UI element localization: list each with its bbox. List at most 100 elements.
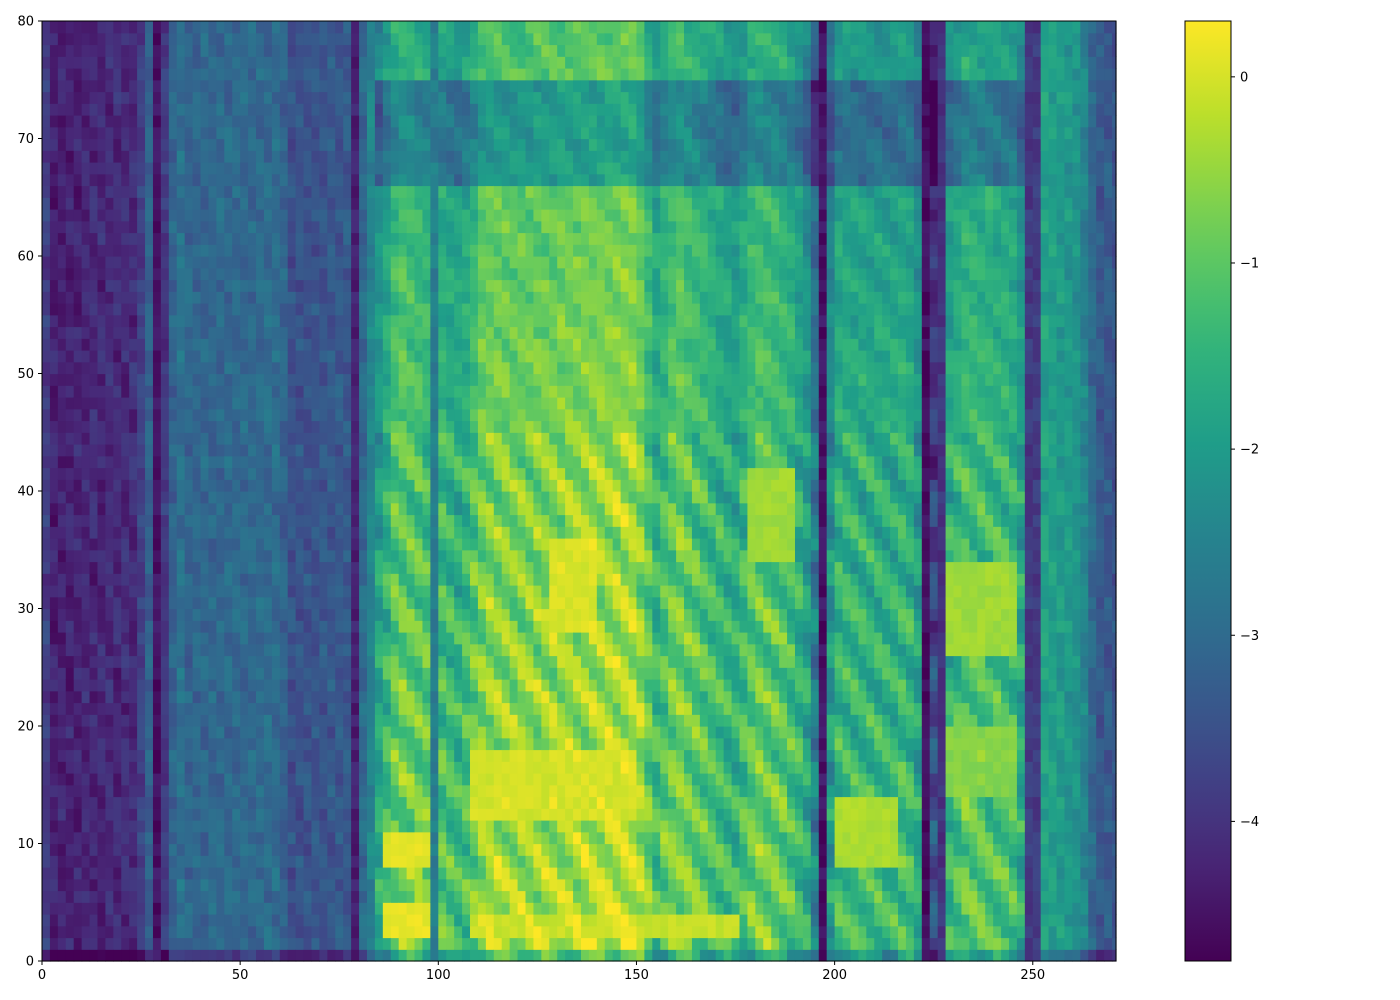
heatmap-cell	[57, 244, 67, 257]
heatmap-cell	[65, 773, 75, 786]
heatmap-cell	[509, 432, 519, 445]
heatmap-cell	[454, 949, 463, 962]
heatmap-cell	[493, 44, 503, 57]
heatmap-cell	[160, 267, 170, 281]
heatmap-cell	[477, 491, 487, 504]
heatmap-cell	[184, 538, 194, 551]
heatmap-cell	[501, 79, 511, 93]
heatmap-cell	[446, 267, 455, 281]
heatmap-cell	[192, 491, 202, 504]
heatmap-cell	[129, 479, 138, 492]
heatmap-cell	[422, 32, 431, 46]
heatmap-cell	[200, 115, 210, 128]
heatmap-cell	[232, 256, 241, 269]
heatmap-cell	[160, 173, 170, 187]
heatmap-cell	[493, 103, 503, 116]
heatmap-cell	[327, 737, 336, 751]
heatmap-cell	[279, 162, 289, 175]
heatmap-cell	[319, 702, 328, 715]
heatmap-cell	[525, 937, 535, 950]
heatmap-cell	[359, 220, 368, 234]
heatmap-cell	[446, 596, 455, 610]
heatmap-cell	[319, 44, 328, 57]
heatmap-cell	[303, 679, 313, 692]
heatmap-cell	[422, 878, 431, 892]
heatmap-cell	[271, 197, 281, 210]
heatmap-cell	[430, 726, 439, 739]
heatmap-cell	[160, 209, 170, 222]
heatmap-cell	[271, 890, 281, 903]
heatmap-cell	[184, 655, 194, 668]
heatmap-cell	[73, 408, 83, 422]
heatmap-cell	[382, 526, 392, 539]
heatmap-cell	[327, 420, 336, 433]
heatmap-cell	[232, 643, 241, 657]
heatmap-cell	[192, 115, 202, 128]
heatmap-cell	[303, 68, 313, 81]
heatmap-cell	[319, 232, 328, 245]
heatmap-cell	[224, 79, 233, 93]
heatmap-cell	[216, 773, 225, 786]
heatmap-cell	[145, 867, 154, 880]
heatmap-cell	[49, 279, 59, 292]
heatmap-cell	[129, 115, 138, 128]
heatmap-cell	[374, 596, 384, 610]
heatmap-cell	[454, 32, 463, 46]
heatmap-cell	[57, 538, 67, 551]
heatmap-cell	[129, 21, 138, 34]
heatmap-cell	[327, 455, 336, 469]
heatmap-cell	[89, 643, 99, 657]
heatmap-cell	[446, 197, 455, 210]
heatmap-cell	[240, 737, 249, 751]
heatmap-cell	[65, 784, 75, 798]
heatmap-cell	[390, 890, 400, 903]
heatmap-cell	[382, 244, 392, 257]
heatmap-cell	[279, 326, 289, 339]
heatmap-cell	[422, 479, 431, 492]
heatmap-cell	[470, 949, 479, 962]
heatmap-cell	[319, 444, 328, 457]
heatmap-cell	[430, 491, 439, 504]
heatmap-cell	[287, 643, 297, 657]
heatmap-cell	[438, 267, 447, 281]
heatmap-cell	[97, 361, 107, 375]
heatmap-cell	[343, 444, 352, 457]
heatmap-cell	[327, 702, 336, 715]
heatmap-cell	[517, 256, 527, 269]
heatmap-cell	[517, 632, 527, 645]
heatmap-cell	[319, 749, 328, 762]
heatmap-cell	[184, 56, 194, 69]
heatmap-cell	[200, 714, 210, 727]
heatmap-cell	[113, 867, 122, 880]
heatmap-cell	[271, 925, 281, 939]
heatmap-cell	[493, 573, 503, 586]
heatmap-cell	[152, 643, 162, 657]
heatmap-cell	[65, 244, 75, 257]
heatmap-cell	[232, 526, 241, 539]
heatmap-cell	[406, 173, 416, 187]
heatmap-cell	[509, 784, 519, 798]
heatmap-cell	[366, 890, 376, 903]
heatmap-cell	[287, 91, 297, 104]
heatmap-cell	[42, 220, 51, 234]
heatmap-cell	[295, 197, 305, 210]
heatmap-cell	[176, 373, 186, 386]
heatmap-cell	[319, 925, 328, 939]
heatmap-cell	[97, 115, 107, 128]
heatmap-cell	[303, 843, 313, 856]
heatmap-cell	[359, 679, 368, 692]
heatmap-cell	[454, 267, 463, 281]
heatmap-cell	[390, 667, 400, 680]
heatmap-cell	[263, 173, 273, 187]
heatmap-cell	[517, 150, 527, 163]
heatmap-cell	[152, 890, 162, 903]
heatmap-cell	[137, 526, 146, 539]
heatmap-cell	[216, 150, 225, 163]
heatmap-cell	[121, 914, 130, 927]
heatmap-cell	[42, 820, 51, 833]
heatmap-cell	[446, 667, 455, 680]
heatmap-cell	[359, 185, 368, 198]
heatmap-cell	[256, 408, 265, 422]
heatmap-cell	[327, 209, 336, 222]
heatmap-cell	[129, 808, 138, 821]
